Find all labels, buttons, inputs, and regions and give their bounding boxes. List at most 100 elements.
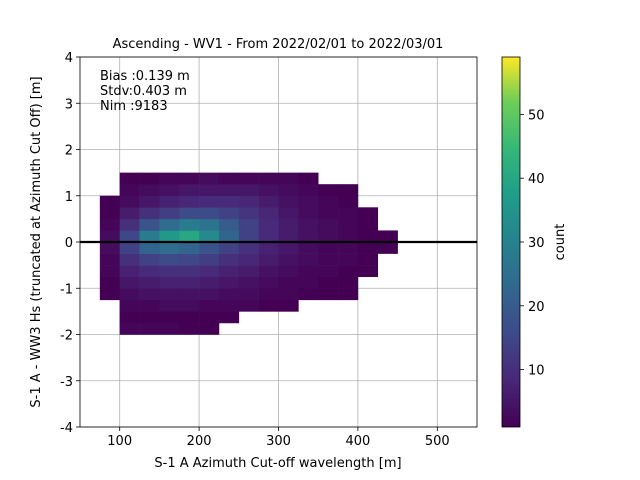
heat-cell [298,276,319,289]
heat-cell [298,288,319,301]
x-tick-label: 500 [425,434,450,449]
heat-cell [179,311,200,324]
heat-cell [199,265,220,277]
heat-cell [159,311,180,324]
heat-cell [278,299,299,312]
heat-cell [238,230,259,243]
heat-cell [199,172,220,185]
heat-cell [218,265,240,277]
heat-cell [159,172,180,185]
heat-cell [199,207,220,220]
heat-cell [338,218,359,231]
heat-cell [179,230,200,243]
heat-cell [338,265,359,277]
heat-cell [318,207,339,220]
y-tick-label: -4 [60,421,73,436]
heat-cell [179,207,200,220]
heat-cell [298,242,319,254]
heat-cell [298,195,319,208]
heat-cell [199,195,220,208]
heat-cell [119,207,140,220]
heat-cell [258,195,279,208]
heat-cell [218,230,240,243]
heat-cell [199,184,220,197]
heat-cell [139,253,160,266]
heat-cell [159,299,180,312]
heat-cell [139,207,160,220]
heat-cell [278,288,299,301]
y-tick-label: -2 [60,329,73,344]
heat-cell [258,242,279,254]
heat-cell [119,172,140,185]
heat-cell [377,230,398,243]
heat-cell [139,288,160,301]
y-tick-label: -1 [60,282,73,297]
heat-cell [159,322,180,335]
heat-cell [218,299,240,312]
heat-cell [278,253,299,266]
heat-cell [338,253,359,266]
heat-cell [338,184,359,197]
heat-cell [119,253,140,266]
heat-cell [199,311,220,324]
heat-cell [119,265,140,277]
heat-cell [298,253,319,266]
heat-cell [99,265,120,277]
y-tick-label: 2 [65,144,73,159]
y-axis-label: S-1 A - WW3 Hs (truncated at Azimuth Cut… [29,76,44,407]
heat-cell [298,265,319,277]
heat-cell [238,288,259,301]
heat-cell [278,230,299,243]
heat-cell [238,299,259,312]
heat-cell [139,322,160,335]
heat-cell [258,172,279,185]
heat-cell [119,242,140,254]
heat-cell [338,276,359,289]
heat-cell [159,184,180,197]
heat-cell [139,311,160,324]
heat-cell [218,218,240,231]
heat-cell [119,184,140,197]
heat-cell [318,288,339,301]
heat-cell [318,276,339,289]
heat-cell [238,207,259,220]
heat-cell [218,184,240,197]
x-tick-label: 100 [107,434,132,449]
heat-cell [357,207,379,220]
heat-cell [179,253,200,266]
heat-cell [139,265,160,277]
heat-cell [199,288,220,301]
heat-cell [119,276,140,289]
heat-cell [238,253,259,266]
heat-cell [159,207,180,220]
colorbar-label: count [553,224,568,261]
annotation: Stdv:0.403 m [100,84,187,99]
y-tick-label: 1 [65,190,73,205]
y-tick-label: 4 [65,51,73,66]
heat-cell [119,288,140,301]
heat-cell [258,207,279,220]
heat-cell [179,322,200,335]
heat-cell [199,230,220,243]
heat-cell [99,195,120,208]
heat-cell [238,276,259,289]
heat-cell [159,242,180,254]
heat-cell [258,218,279,231]
heat-cell [318,253,339,266]
heat-cell [159,195,180,208]
x-tick-label: 300 [266,434,291,449]
heat-cell [278,195,299,208]
heat-cell [258,230,279,243]
heat-cell [338,207,359,220]
heat-cell [218,311,240,324]
heat-cell [278,276,299,289]
heat-cell [99,242,120,254]
heat-cell [258,184,279,197]
colorbar [501,56,521,428]
heat-cell [278,218,299,231]
chart-title: Ascending - WV1 - From 2022/02/01 to 202… [113,37,444,52]
heat-cell [238,242,259,254]
heat-cell [238,195,259,208]
heat-cell [119,311,140,324]
